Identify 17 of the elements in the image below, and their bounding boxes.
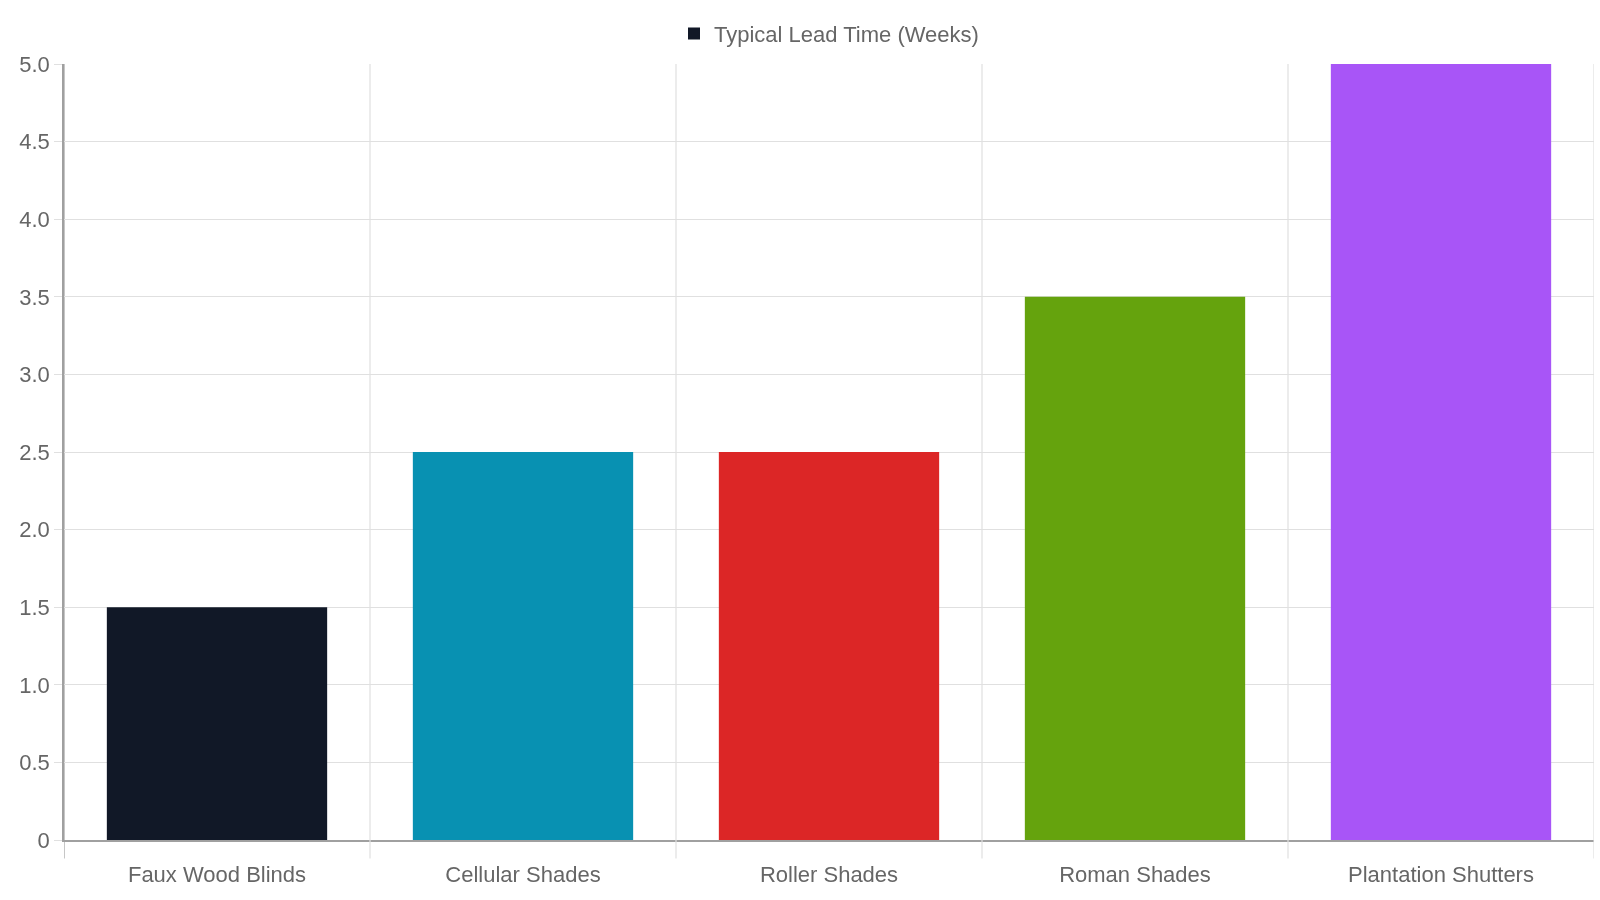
y-tick-label: 2.5 — [19, 439, 50, 465]
x-tick-label: Roman Shades — [1059, 862, 1211, 888]
y-tick-label: 0 — [37, 827, 50, 853]
y-tick-label: 4.0 — [19, 206, 50, 232]
x-tick-label: Cellular Shades — [445, 862, 601, 888]
y-tick-label: 1.5 — [19, 594, 50, 620]
y-tick-label: 0.5 — [19, 750, 50, 776]
x-tick-label: Roller Shades — [759, 862, 899, 888]
legend-label: Typical Lead Time (Weeks) — [714, 22, 979, 48]
y-tick-label: 4.5 — [19, 129, 50, 155]
x-tick-label: Plantation Shutters — [1348, 862, 1534, 888]
y-tick-label: 5.0 — [19, 51, 50, 77]
x-tick-label: Faux Wood Blinds — [127, 862, 307, 888]
y-tick-label: 1.0 — [19, 672, 50, 698]
y-tick-label: 3.0 — [19, 362, 50, 388]
y-tick-label: 2.0 — [19, 517, 50, 543]
y-tick-label: 3.5 — [19, 284, 50, 310]
